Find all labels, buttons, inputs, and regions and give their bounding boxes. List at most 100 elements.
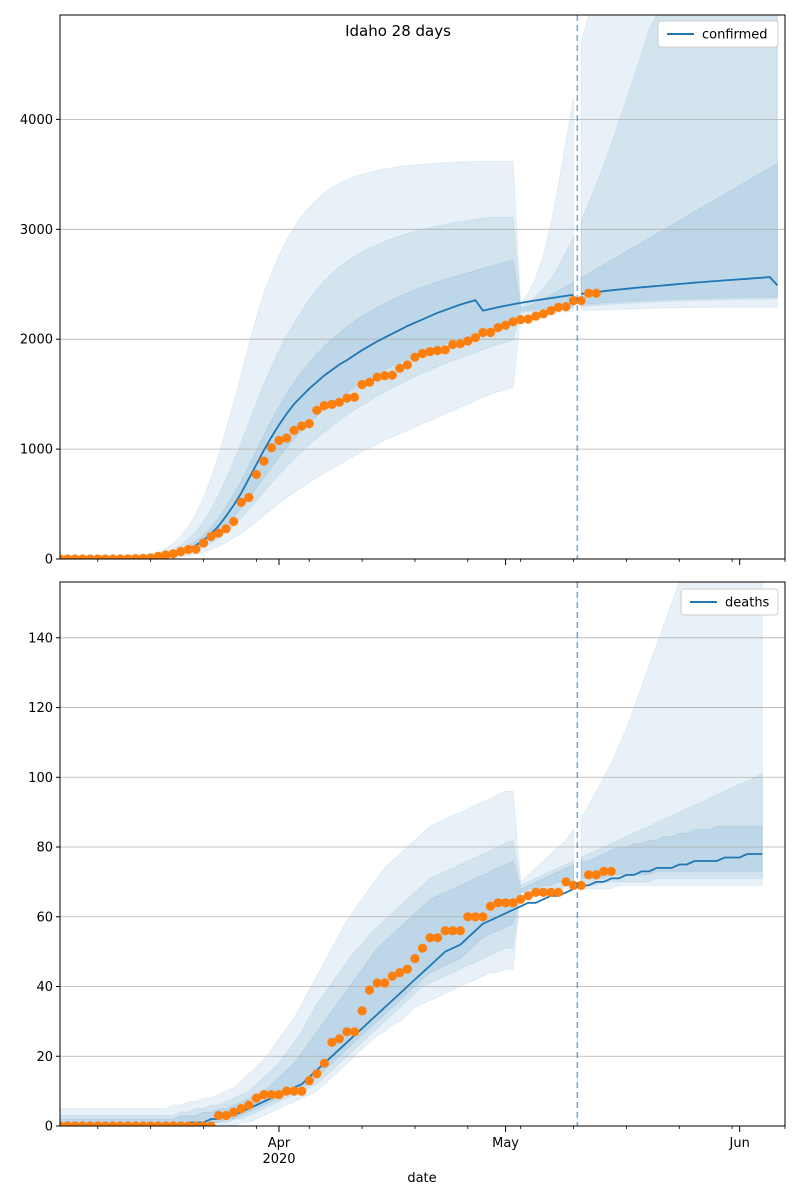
confirmed-observed-point: [221, 524, 231, 534]
confirmed-band-inner-forecast: [580, 162, 778, 306]
confirmed-observed-point: [130, 554, 141, 559]
chart-title: Idaho 28 days: [345, 22, 451, 40]
confirmed-observed-points: [60, 288, 601, 559]
deaths-observed-point: [214, 1110, 224, 1121]
confirmed-y-tick-label: 3000: [20, 223, 53, 238]
deaths-y-tick-label: 120: [28, 701, 53, 716]
confirmed-observed-point: [493, 323, 503, 333]
confirmed-observed-point: [161, 550, 171, 559]
deaths-observed-point: [561, 877, 571, 887]
deaths-observed-point: [463, 912, 473, 922]
deaths-observed-point: [591, 870, 601, 880]
deaths-observed-point: [493, 898, 503, 908]
deaths-observed-point: [380, 978, 390, 988]
deaths-observed-point: [191, 1121, 201, 1126]
confirmed-observed-point: [455, 339, 465, 349]
confirmed-observed-point: [357, 380, 367, 390]
confirmed-observed-point: [433, 345, 443, 356]
deaths-observed-point: [455, 926, 465, 936]
confirmed-observed-point: [417, 348, 428, 359]
deaths-observed-point: [85, 1121, 95, 1126]
confirmed-observed-point: [85, 554, 95, 559]
deaths-observed-point: [221, 1110, 231, 1121]
confirmed-y-tick-label: 2000: [20, 333, 53, 348]
deaths-y-tick-label: 0: [45, 1120, 53, 1135]
confirmed-observed-point: [448, 339, 458, 350]
confirmed-observed-point: [553, 302, 564, 312]
confirmed-observed-point: [576, 296, 586, 306]
confirmed-observed-point: [259, 456, 269, 466]
confirmed-observed-point: [402, 360, 412, 370]
confirmed-observed-point: [138, 553, 148, 559]
confirmed-observed-point: [327, 399, 337, 409]
deaths-observed-point: [546, 887, 556, 898]
deaths-y-tick-label: 60: [36, 910, 53, 925]
legend-box: [680, 588, 779, 616]
confirmed-observed-point: [153, 551, 163, 559]
confirmed-observed-point: [584, 288, 594, 298]
deaths-observed-point: [599, 866, 609, 877]
deaths-observed-point: [115, 1121, 125, 1126]
confirmed-observed-point: [70, 554, 80, 559]
confirmed-observed-point: [440, 345, 450, 355]
deaths-observed-point: [289, 1086, 299, 1096]
confirmed-band-middle-history: [60, 216, 574, 559]
confirmed-observed-point: [591, 288, 601, 298]
deaths-observed-point: [523, 891, 533, 901]
legend-label: deaths: [725, 596, 770, 611]
x-tick-sublabel: 2020: [262, 1152, 295, 1167]
confirmed-observed-point: [561, 302, 571, 312]
confirmed-observed-point: [244, 492, 254, 503]
confirmed-model-forecast: [580, 276, 779, 295]
confirmed-observed-point: [380, 371, 390, 381]
confirmed-observed-point: [485, 327, 496, 338]
confirmed-panel: 0 1000 2000 3000 4000 Idaho 28 days confirme…: [20, 14, 786, 568]
confirmed-observed-point: [478, 327, 488, 338]
deaths-observed-point: [501, 898, 511, 908]
confirmed-observed-point: [206, 531, 216, 542]
deaths-observed-point: [70, 1121, 80, 1126]
deaths-band-middle-forecast: [580, 773, 763, 886]
deaths-observed-point: [568, 880, 579, 891]
deaths-observed-point: [387, 971, 397, 981]
confirmed-grid: [60, 119, 785, 450]
deaths-observed-point: [198, 1121, 209, 1126]
deaths-observed-point: [349, 1027, 360, 1037]
deaths-y-tick-label: 40: [36, 980, 53, 995]
confirmed-observed-point: [274, 435, 284, 446]
confirmed-observed-point: [289, 425, 299, 435]
confirmed-observed-point: [425, 347, 435, 357]
deaths-observed-point: [425, 933, 435, 943]
deaths-observed-point: [168, 1121, 178, 1126]
deaths-observed-point: [516, 894, 526, 904]
confirmed-x-axis: [97, 559, 786, 565]
confirmed-observed-point: [123, 554, 133, 559]
confirmed-observed-point: [176, 546, 186, 557]
confirmed-observed-point: [470, 333, 480, 343]
deaths-observed-point: [297, 1086, 307, 1096]
confirmed-observed-point: [523, 314, 533, 324]
deaths-observed-point: [342, 1027, 352, 1037]
confirmed-observed-point: [365, 377, 375, 387]
confirmed-observed-point: [463, 336, 473, 346]
deaths-observed-point: [606, 866, 616, 877]
confirmed-observed-point: [168, 549, 178, 559]
confirmed-observed-point: [282, 433, 292, 443]
confirmed-y-tick-label: 1000: [20, 443, 53, 458]
confirmed-observed-point: [568, 296, 579, 306]
deaths-axes-frame: [59, 581, 786, 1127]
confirmed-observed-point: [334, 397, 344, 407]
confirmed-observed-point: [115, 554, 125, 559]
deaths-observed-point: [531, 887, 541, 898]
deaths-observed-point: [395, 968, 405, 978]
deaths-observed-point: [357, 1006, 367, 1016]
confirmed-observed-point: [319, 401, 329, 411]
confirmed-observed-point: [372, 372, 382, 382]
deaths-y-tick-label: 20: [36, 1050, 53, 1065]
deaths-observed-point: [108, 1121, 118, 1126]
deaths-observed-point: [123, 1121, 133, 1126]
deaths-observed-point: [327, 1037, 337, 1047]
confirmed-observed-point: [342, 393, 352, 403]
legend-box: [657, 20, 779, 48]
